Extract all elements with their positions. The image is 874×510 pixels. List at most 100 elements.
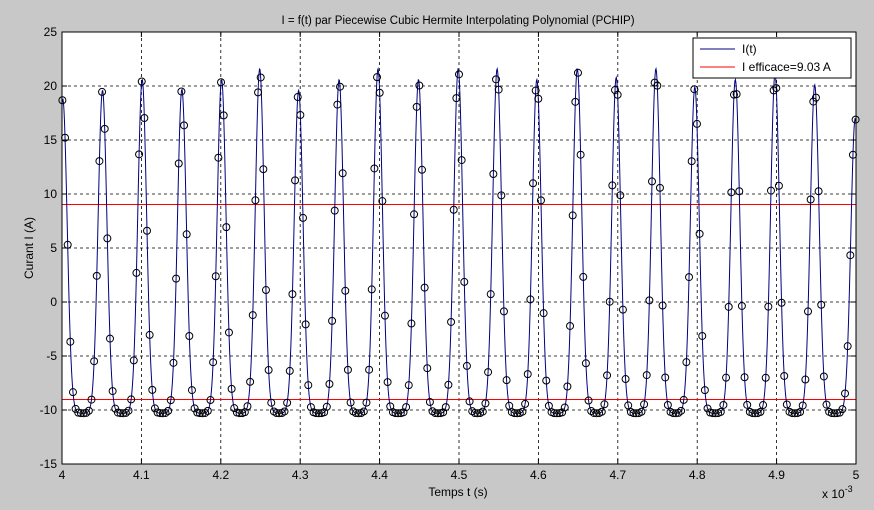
data-point bbox=[394, 409, 403, 418]
x-tick-label: 4.8 bbox=[689, 468, 706, 482]
data-point bbox=[462, 361, 471, 370]
data-point bbox=[312, 409, 321, 418]
data-point bbox=[822, 400, 831, 409]
data-point bbox=[838, 405, 847, 414]
data-point bbox=[661, 373, 670, 382]
data-point bbox=[293, 93, 302, 102]
data-point bbox=[166, 396, 175, 405]
series-i-t-markers bbox=[58, 68, 860, 418]
data-point bbox=[827, 409, 836, 418]
data-point bbox=[579, 272, 588, 281]
data-point bbox=[592, 409, 601, 418]
data-point bbox=[621, 375, 630, 384]
data-point bbox=[727, 188, 736, 197]
data-point bbox=[473, 409, 482, 418]
y-tick-label: 5 bbox=[50, 241, 57, 255]
data-point bbox=[804, 307, 813, 316]
data-point bbox=[764, 302, 773, 311]
data-point bbox=[203, 406, 212, 415]
data-point bbox=[687, 157, 696, 166]
data-point bbox=[119, 409, 128, 418]
legend: I(t) I efficace=9.03 A bbox=[692, 37, 852, 79]
data-point bbox=[180, 121, 189, 130]
data-point bbox=[632, 409, 641, 418]
x-tick-label: 4.7 bbox=[609, 468, 626, 482]
data-point bbox=[227, 384, 236, 393]
data-point bbox=[285, 366, 294, 375]
data-point bbox=[780, 371, 789, 380]
y-tick-label: 15 bbox=[44, 133, 58, 147]
data-point bbox=[190, 404, 199, 413]
data-point bbox=[470, 408, 479, 417]
data-point bbox=[92, 271, 101, 280]
data-point bbox=[161, 408, 170, 417]
data-point bbox=[711, 409, 720, 418]
data-point bbox=[230, 404, 239, 413]
data-point bbox=[214, 153, 223, 162]
data-point bbox=[584, 396, 593, 405]
data-point bbox=[843, 342, 852, 351]
data-point bbox=[243, 402, 252, 411]
data-point bbox=[788, 409, 797, 418]
data-point bbox=[809, 97, 818, 106]
data-point bbox=[698, 331, 707, 340]
x-tick-label: 4.1 bbox=[133, 468, 150, 482]
data-point bbox=[618, 305, 627, 314]
data-point bbox=[412, 102, 421, 111]
data-point bbox=[811, 93, 820, 102]
data-point bbox=[87, 395, 96, 404]
data-point bbox=[571, 97, 580, 106]
data-point bbox=[328, 316, 337, 325]
data-point bbox=[610, 86, 619, 95]
x-exponent: x 10-3 bbox=[822, 484, 853, 501]
data-point bbox=[346, 398, 355, 407]
data-point bbox=[587, 406, 596, 415]
data-point bbox=[222, 223, 231, 232]
data-point bbox=[629, 409, 638, 418]
x-exponent-base: x 10 bbox=[822, 487, 845, 501]
data-point bbox=[502, 376, 511, 385]
data-point bbox=[526, 295, 535, 304]
data-point bbox=[330, 206, 339, 215]
series-line bbox=[61, 66, 857, 414]
data-point bbox=[478, 407, 487, 416]
data-point bbox=[642, 371, 651, 380]
x-tick-label: 4 bbox=[59, 468, 66, 482]
data-point bbox=[248, 311, 257, 320]
y-tick-label: -15 bbox=[40, 457, 58, 471]
data-point bbox=[536, 196, 545, 205]
y-axis-label: Curant I (A) bbox=[22, 217, 36, 279]
data-point bbox=[354, 409, 363, 418]
data-point bbox=[761, 373, 770, 382]
data-point bbox=[492, 75, 501, 84]
data-point bbox=[288, 290, 297, 299]
data-point bbox=[486, 290, 495, 299]
data-point bbox=[589, 408, 598, 417]
data-point bbox=[841, 389, 850, 398]
data-point bbox=[806, 195, 815, 204]
data-point bbox=[523, 370, 532, 379]
data-point bbox=[719, 400, 728, 409]
data-point bbox=[772, 84, 781, 93]
data-point bbox=[63, 240, 72, 249]
data-point bbox=[261, 286, 270, 295]
data-point bbox=[674, 408, 683, 417]
data-point bbox=[510, 409, 519, 418]
data-point bbox=[648, 177, 657, 186]
data-point bbox=[296, 111, 305, 120]
data-point bbox=[132, 268, 141, 277]
data-point bbox=[457, 156, 466, 165]
data-point bbox=[103, 234, 112, 243]
x-tick-label: 4.4 bbox=[371, 468, 388, 482]
data-point bbox=[489, 169, 498, 178]
data-point bbox=[410, 210, 419, 219]
data-point bbox=[359, 407, 368, 416]
data-point bbox=[658, 301, 667, 310]
data-point bbox=[322, 402, 331, 411]
x-tick-label: 4.2 bbox=[212, 468, 229, 482]
legend-label-i-t: I(t) bbox=[742, 42, 757, 56]
data-point bbox=[267, 398, 276, 407]
data-point bbox=[573, 68, 582, 77]
data-point bbox=[814, 187, 823, 196]
data-point bbox=[766, 186, 775, 195]
